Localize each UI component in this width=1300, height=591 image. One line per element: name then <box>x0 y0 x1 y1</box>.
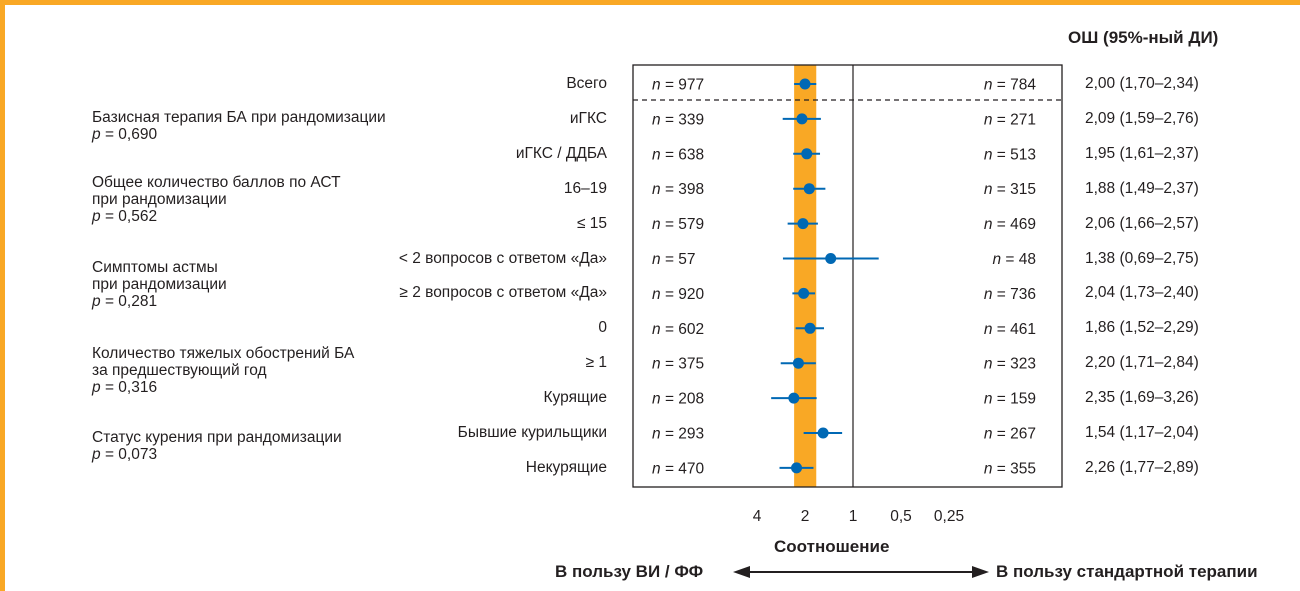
or-ci-value: 2,09 (1,59–2,76) <box>1085 109 1199 127</box>
or-ci-value: 1,54 (1,17–2,04) <box>1085 424 1199 441</box>
subgroup-label: иГКС <box>569 109 607 127</box>
point-estimate <box>817 427 829 439</box>
subgroup-label: 16–19 <box>563 179 607 197</box>
or-column-header: ОШ (95%-ный ДИ) <box>1068 28 1219 47</box>
subgroup-label: иГКС / ДДБА <box>515 144 607 162</box>
x-tick-label: 0,5 <box>890 508 912 525</box>
n-left-label: n = 398 <box>652 181 704 198</box>
group-title: Количество тяжелых обострений БА <box>92 345 355 362</box>
x-tick-label: 0,25 <box>934 508 964 525</box>
point-estimate <box>791 462 803 474</box>
p-symbol: p <box>92 208 105 225</box>
point-estimate <box>798 287 810 299</box>
p-value-text: = 0,690 <box>104 126 158 143</box>
point-estimate <box>825 253 837 264</box>
n-left-label: n = 339 <box>652 111 704 128</box>
n-right-label: n = 323 <box>984 356 1036 373</box>
or-ci-value: 2,04 (1,73–2,40) <box>1085 284 1199 302</box>
or-ci-value: 1,86 (1,52–2,29) <box>1085 319 1199 337</box>
or-ci-value: 1,95 (1,61–2,37) <box>1085 144 1199 162</box>
n-right-label: n = 159 <box>984 391 1036 408</box>
or-ci-value: 2,00 (1,70–2,34) <box>1085 75 1199 92</box>
or-ci-value: 1,38 (0,69–2,75) <box>1085 249 1199 267</box>
n-right-label: n = 355 <box>984 460 1036 477</box>
point-estimate <box>788 392 800 404</box>
n-right-label: n = 315 <box>984 181 1036 198</box>
group-p-value: p = 0,316 <box>92 379 157 396</box>
x-tick-label: 2 <box>801 508 810 525</box>
group-title: Симптомы астмы <box>92 259 218 276</box>
point-estimate <box>801 148 813 160</box>
or-ci-value: 2,20 (1,71–2,84) <box>1085 354 1199 372</box>
n-left-label: n = 977 <box>652 77 704 94</box>
n-left-label: n = 470 <box>652 460 705 477</box>
favors-left-label: В пользу ВИ / ФФ <box>555 562 704 581</box>
or-ci-value: 2,35 (1,69–3,26) <box>1085 389 1199 407</box>
n-right-label: n = 784 <box>984 77 1037 94</box>
group-p-value: p = 0,690 <box>92 126 157 143</box>
subgroup-label: ≥ 1 <box>585 354 607 372</box>
subgroup-label: ≥ 2 вопросов с ответом «Да» <box>399 284 607 302</box>
x-tick-label: 1 <box>849 508 858 525</box>
subgroup-label: Курящие <box>543 389 607 407</box>
frame-top-border <box>0 0 1300 5</box>
p-value-text: = 0,281 <box>104 293 158 310</box>
subgroup-label: ≤ 15 <box>576 214 607 232</box>
or-ci-value: 2,26 (1,77–2,89) <box>1085 458 1199 476</box>
n-right-label: n = 271 <box>984 111 1036 128</box>
group-title: при рандомизации <box>92 191 227 208</box>
p-symbol: p <box>92 446 105 463</box>
n-right-label: n = 267 <box>984 426 1036 443</box>
or-ci-value: 2,06 (1,66–2,57) <box>1085 214 1199 232</box>
subgroup-label: 0 <box>598 319 607 337</box>
n-left-label: n = 920 <box>652 286 705 303</box>
subgroup-label: Бывшие курильщики <box>457 424 607 441</box>
plot-box <box>632 64 1063 488</box>
point-estimate <box>799 78 811 90</box>
group-title: Базисная терапия БА при рандомизации <box>92 109 386 126</box>
arrow-right-head <box>972 566 989 578</box>
p-value-text: = 0,073 <box>104 446 158 463</box>
p-value-text: = 0,316 <box>104 379 158 396</box>
n-right-label: n = 736 <box>984 286 1036 303</box>
subgroup-label: < 2 вопросов с ответом «Да» <box>398 249 607 267</box>
n-right-label: n = 469 <box>984 216 1036 233</box>
group-title: Общее количество баллов по АСТ <box>92 174 341 191</box>
point-estimate <box>796 113 808 125</box>
n-left-label: n = 57 <box>652 251 696 268</box>
group-p-value: p = 0,281 <box>92 293 157 310</box>
group-p-value: p = 0,562 <box>92 208 157 225</box>
highlight-band <box>794 65 817 487</box>
n-left-label: n = 293 <box>652 426 704 443</box>
arrow-left-head <box>733 566 750 578</box>
axis-title: Соотношение <box>774 537 890 556</box>
p-value-text: = 0,562 <box>104 208 158 225</box>
subgroup-label: Некурящие <box>525 458 607 476</box>
n-right-label: n = 461 <box>984 321 1036 338</box>
frame-left-border <box>0 0 5 591</box>
p-symbol: p <box>92 293 105 310</box>
group-p-value: p = 0,073 <box>92 446 157 463</box>
point-estimate <box>792 357 804 369</box>
group-title: Статус курения при рандомизации <box>92 429 342 446</box>
favors-right-label: В пользу стандартной терапии <box>996 562 1258 581</box>
point-estimate <box>803 183 815 195</box>
n-left-label: n = 638 <box>652 146 704 163</box>
p-symbol: p <box>92 126 105 143</box>
group-title: за предшествующий год <box>92 362 267 379</box>
subgroup-label: Всего <box>566 75 607 92</box>
n-left-label: n = 375 <box>652 356 704 373</box>
n-left-label: n = 602 <box>652 321 704 338</box>
n-left-label: n = 579 <box>652 216 704 233</box>
group-title: при рандомизации <box>92 276 227 293</box>
point-estimate <box>797 218 809 230</box>
or-ci-value: 1,88 (1,49–2,37) <box>1085 179 1199 197</box>
x-tick-label: 4 <box>753 508 762 525</box>
p-symbol: p <box>92 379 105 396</box>
point-estimate <box>804 322 816 334</box>
n-right-label: n = 513 <box>984 146 1036 163</box>
n-left-label: n = 208 <box>652 391 704 408</box>
n-right-label: n = 48 <box>992 251 1036 268</box>
